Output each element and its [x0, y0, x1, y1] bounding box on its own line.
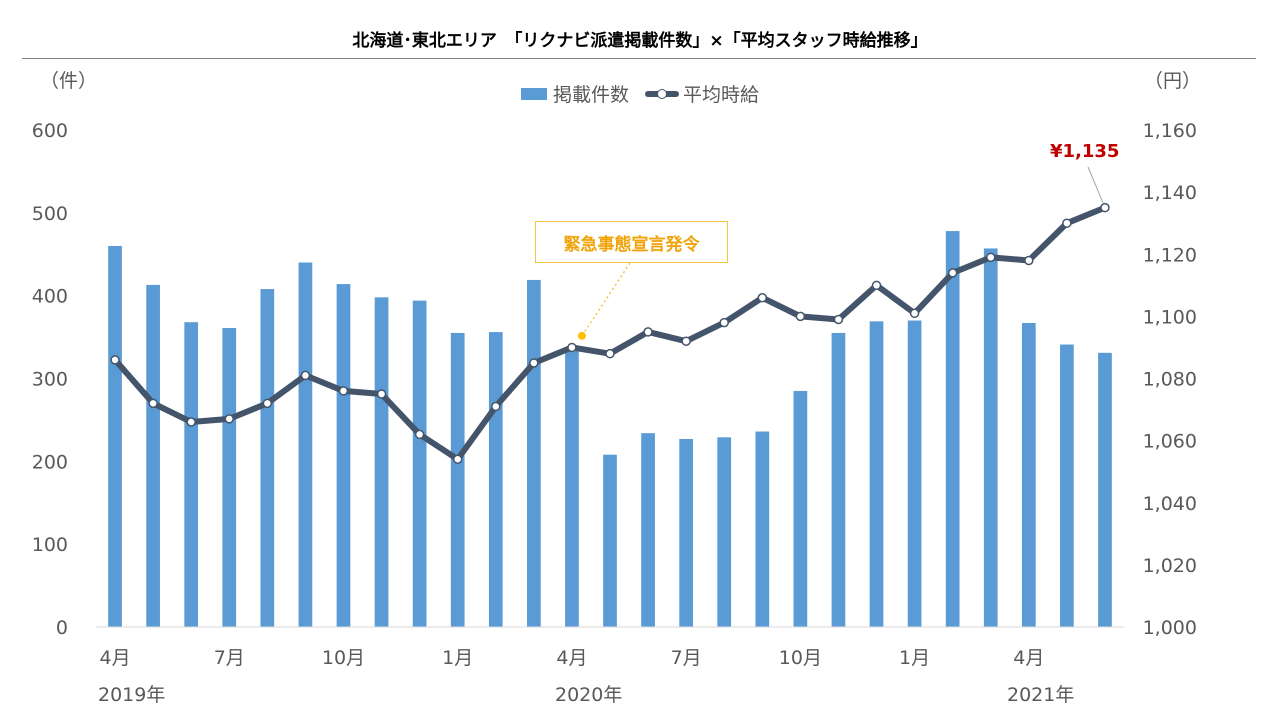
title-divider: [22, 58, 1256, 59]
right-tick-label: 1,160: [1143, 120, 1197, 142]
line-point: [795, 311, 806, 322]
bar: [146, 284, 160, 627]
line-point: [491, 401, 501, 412]
bar: [374, 297, 389, 627]
right-tick-label: 1,140: [1143, 182, 1197, 204]
left-tick-label: 500: [32, 203, 68, 225]
bar: [184, 322, 199, 627]
line-point: [719, 317, 729, 328]
bar: [412, 300, 427, 627]
line-point: [148, 398, 158, 409]
emergency-annotation: 緊急事態宣言発令: [535, 221, 728, 263]
bar: [336, 284, 351, 627]
line-point: [605, 348, 615, 359]
emergency-leader-dot: [577, 331, 586, 340]
bar: [565, 347, 579, 627]
bar: [679, 438, 694, 627]
x-tick-label: 7月: [214, 647, 245, 669]
x-tick-label: 10月: [779, 647, 822, 669]
line-point: [871, 280, 882, 291]
left-tick-label: 300: [32, 369, 68, 391]
year-label-2019: 2019年: [98, 684, 166, 706]
bar: [1060, 344, 1074, 627]
right-tick-label: 1,040: [1143, 493, 1197, 515]
legend-item-line: 平均時給: [645, 80, 759, 107]
bar: [222, 327, 237, 627]
x-tick-label: 4月: [556, 647, 587, 669]
left-axis-unit: （件）: [40, 70, 98, 92]
right-tick-label: 1,060: [1143, 431, 1197, 453]
right-tick-label: 1,020: [1143, 555, 1197, 577]
legend-item-bar: 掲載件数: [520, 80, 629, 107]
line-point: [338, 386, 349, 396]
legend-line-label: 平均時給: [683, 84, 760, 106]
year-label-2021: 2021年: [1007, 684, 1075, 706]
right-tick-label: 1,080: [1143, 369, 1197, 391]
line-point: [567, 342, 577, 353]
bar: [945, 231, 960, 627]
legend-bar-swatch: [520, 87, 547, 100]
line-point: [186, 417, 196, 427]
bar: [450, 332, 465, 627]
emergency-leader-line: [581, 262, 631, 337]
right-tick-label: 1,100: [1143, 306, 1197, 328]
line-point: [1062, 218, 1072, 228]
left-tick-label: 200: [32, 451, 68, 473]
bar: [298, 262, 313, 627]
line-point: [909, 308, 920, 319]
line-point: [224, 414, 235, 424]
bar: [983, 248, 998, 627]
right-axis-unit: （円）: [1144, 70, 1202, 92]
line-point: [1024, 255, 1034, 266]
bar: [1098, 352, 1112, 627]
bar: [869, 321, 884, 627]
left-tick-label: 400: [32, 286, 68, 308]
bar: [1021, 323, 1036, 627]
chart-legend: 掲載件数 平均時給: [0, 80, 1280, 107]
bar: [793, 390, 808, 627]
x-tick-label: 4月: [1013, 647, 1044, 669]
last-value-leader-line: [1087, 166, 1104, 203]
line-point: [833, 314, 844, 325]
line-point: [643, 327, 653, 337]
bar: [603, 454, 617, 627]
line-point: [529, 358, 539, 368]
x-tick-label: 1月: [899, 647, 930, 669]
x-tick-label: 1月: [442, 647, 473, 669]
bar: [488, 332, 503, 627]
line-point: [1100, 202, 1110, 213]
chart-title: 北海道･東北エリア 「リクナビ派遣掲載件数」×「平均スタッフ時給推移」: [352, 31, 928, 51]
line-point: [681, 336, 691, 346]
legend-bar-label: 掲載件数: [552, 84, 629, 106]
line-point: [947, 268, 958, 278]
bar: [755, 431, 770, 627]
bar: [108, 245, 122, 627]
line-point: [110, 355, 120, 365]
left-tick-label: 100: [32, 534, 68, 556]
line-point: [757, 292, 768, 303]
line-point: [300, 370, 311, 381]
x-tick-label: 7月: [671, 647, 702, 669]
line-point: [414, 429, 425, 440]
bar: [260, 289, 275, 627]
x-tick-label: 4月: [99, 647, 130, 669]
line-point: [452, 454, 463, 465]
bar: [641, 433, 655, 627]
bar: [717, 437, 732, 627]
right-tick-label: 1,000: [1143, 617, 1197, 639]
year-label-2020: 2020年: [555, 684, 623, 706]
left-tick-label: 0: [56, 617, 68, 639]
legend-line-swatch: [645, 86, 679, 102]
bar: [831, 332, 846, 627]
line-point: [262, 398, 273, 409]
bar: [907, 320, 922, 627]
line-point: [985, 252, 996, 263]
right-tick-label: 1,120: [1143, 244, 1197, 266]
x-tick-label: 10月: [322, 647, 365, 669]
line-point: [376, 389, 387, 399]
left-tick-label: 600: [32, 120, 68, 142]
last-value-label: ¥1,135: [1050, 141, 1120, 162]
bar: [526, 279, 541, 627]
